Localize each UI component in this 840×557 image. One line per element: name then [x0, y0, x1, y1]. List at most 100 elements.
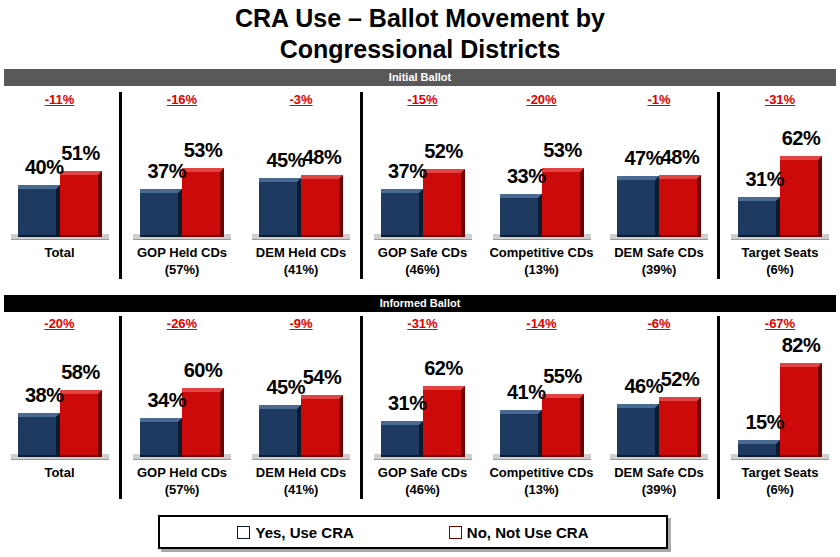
bar-plot: 37%53% — [122, 110, 242, 240]
no-bar — [301, 395, 343, 457]
delta-label: -20% — [482, 92, 601, 108]
category-label: DEM Safe CDs(39%) — [601, 460, 717, 499]
category-name: Total — [0, 465, 119, 482]
no-value-label: 62% — [419, 357, 469, 380]
bar-plot: 37%52% — [363, 110, 482, 240]
initial-ballot-banner: Initial Ballot — [4, 69, 836, 86]
yes-value-label: 31% — [745, 168, 784, 191]
delta-label: -15% — [363, 92, 482, 108]
delta-label: -67% — [720, 316, 840, 332]
chart-group: -14%41%55%Competitive CDs(13%) — [482, 316, 601, 499]
category-share: (39%) — [601, 482, 717, 499]
category-share: (41%) — [242, 262, 360, 279]
yes-value-label: 31% — [388, 392, 427, 415]
category-share: (6%) — [720, 482, 840, 499]
category-label: DEM Held CDs(41%) — [242, 240, 360, 279]
yes-bar — [140, 418, 182, 457]
legend-yes-label: Yes, Use CRA — [255, 524, 353, 541]
chart-group: -15%37%52%GOP Safe CDs(46%) — [363, 92, 482, 279]
no-value-label: 62% — [776, 127, 826, 150]
category-name: Total — [0, 245, 119, 262]
no-value-label: 48% — [655, 146, 705, 169]
chart-group: -9%45%54%DEM Held CDs(41%) — [242, 316, 363, 499]
yes-bar — [738, 197, 780, 237]
category-name: GOP Held CDs — [122, 465, 242, 482]
category-label: DEM Safe CDs(39%) — [601, 240, 717, 279]
no-value-label: 52% — [655, 368, 705, 391]
no-bar — [542, 168, 584, 237]
no-swatch-icon — [449, 526, 462, 539]
category-share: (46%) — [363, 482, 482, 499]
no-bar — [542, 394, 584, 457]
no-value-label: 54% — [297, 366, 347, 389]
delta-label: -16% — [122, 92, 242, 108]
delta-label: -20% — [0, 316, 119, 332]
informed-ballot-groups: -20%38%58%Total-26%34%60%GOP Held CDs(57… — [0, 316, 840, 499]
category-share: (57%) — [122, 482, 242, 499]
category-name: Target Seats — [720, 465, 840, 482]
category-label: Competitive CDs(13%) — [482, 460, 601, 499]
yes-bar — [500, 410, 542, 457]
no-bar — [659, 175, 701, 237]
no-value-label: 55% — [538, 365, 588, 388]
yes-bar — [617, 176, 659, 237]
category-name: Competitive CDs — [482, 465, 601, 482]
category-label: GOP Held CDs(57%) — [122, 460, 242, 499]
yes-bar — [18, 413, 60, 457]
category-name: Target Seats — [720, 245, 840, 262]
yes-bar — [381, 189, 423, 237]
category-name: DEM Safe CDs — [601, 465, 717, 482]
yes-bar — [381, 421, 423, 457]
bar-plot: 38%58% — [0, 334, 119, 460]
no-bar — [301, 175, 343, 237]
category-share: (13%) — [482, 482, 601, 499]
yes-bar — [18, 185, 60, 237]
no-bar — [780, 156, 822, 237]
yes-bar — [500, 194, 542, 237]
chart-title-line1: CRA Use – Ballot Movement by — [0, 3, 840, 34]
category-name: GOP Safe CDs — [363, 465, 482, 482]
chart-group: -31%31%62%Target Seats(6%) — [720, 92, 840, 279]
bar-plot: 34%60% — [122, 334, 242, 460]
delta-label: -26% — [122, 316, 242, 332]
bar-plot: 46%52% — [601, 334, 717, 460]
yes-value-label: 37% — [147, 160, 186, 183]
bar-pair — [259, 107, 343, 237]
category-label: GOP Safe CDs(46%) — [363, 460, 482, 499]
legend-item-yes: Yes, Use CRA — [237, 524, 353, 541]
no-bar — [423, 169, 465, 237]
chart-group: -6%46%52%DEM Safe CDs(39%) — [601, 316, 720, 499]
informed-ballot-panel: -20%38%58%Total-26%34%60%GOP Held CDs(57… — [0, 316, 840, 499]
delta-label: -11% — [0, 92, 119, 108]
delta-label: -1% — [601, 92, 717, 108]
no-bar — [182, 168, 224, 237]
category-label: Target Seats(6%) — [720, 240, 840, 279]
no-value-label: 58% — [56, 361, 106, 384]
category-name: GOP Held CDs — [122, 245, 242, 262]
category-name: DEM Held CDs — [242, 465, 360, 482]
category-label: DEM Held CDs(41%) — [242, 460, 360, 499]
no-bar — [423, 386, 465, 457]
no-bar — [780, 363, 822, 457]
no-value-label: 53% — [538, 139, 588, 162]
informed-ballot-banner: Informed Ballot — [4, 295, 836, 312]
category-label: Total — [0, 460, 119, 482]
category-share: (39%) — [601, 262, 717, 279]
chart-group: -1%47%48%DEM Safe CDs(39%) — [601, 92, 720, 279]
no-bar — [60, 171, 102, 237]
no-bar — [60, 390, 102, 457]
legend-no-label: No, Not Use CRA — [467, 524, 589, 541]
chart-group: -16%37%53%GOP Held CDs(57%) — [122, 92, 242, 279]
yes-bar — [259, 405, 301, 457]
category-name: Competitive CDs — [482, 245, 601, 262]
chart-group: -20%33%53%Competitive CDs(13%) — [482, 92, 601, 279]
delta-label: -31% — [363, 316, 482, 332]
category-name: GOP Safe CDs — [363, 245, 482, 262]
no-value-label: 48% — [297, 146, 347, 169]
bar-plot: 31% 62% — [720, 110, 840, 240]
category-name: DEM Safe CDs — [601, 245, 717, 262]
yes-bar — [259, 178, 301, 237]
chart-title: CRA Use – Ballot Movement by Congression… — [0, 3, 840, 64]
legend: Yes, Use CRA No, Not Use CRA — [158, 515, 668, 549]
category-share: (6%) — [720, 262, 840, 279]
